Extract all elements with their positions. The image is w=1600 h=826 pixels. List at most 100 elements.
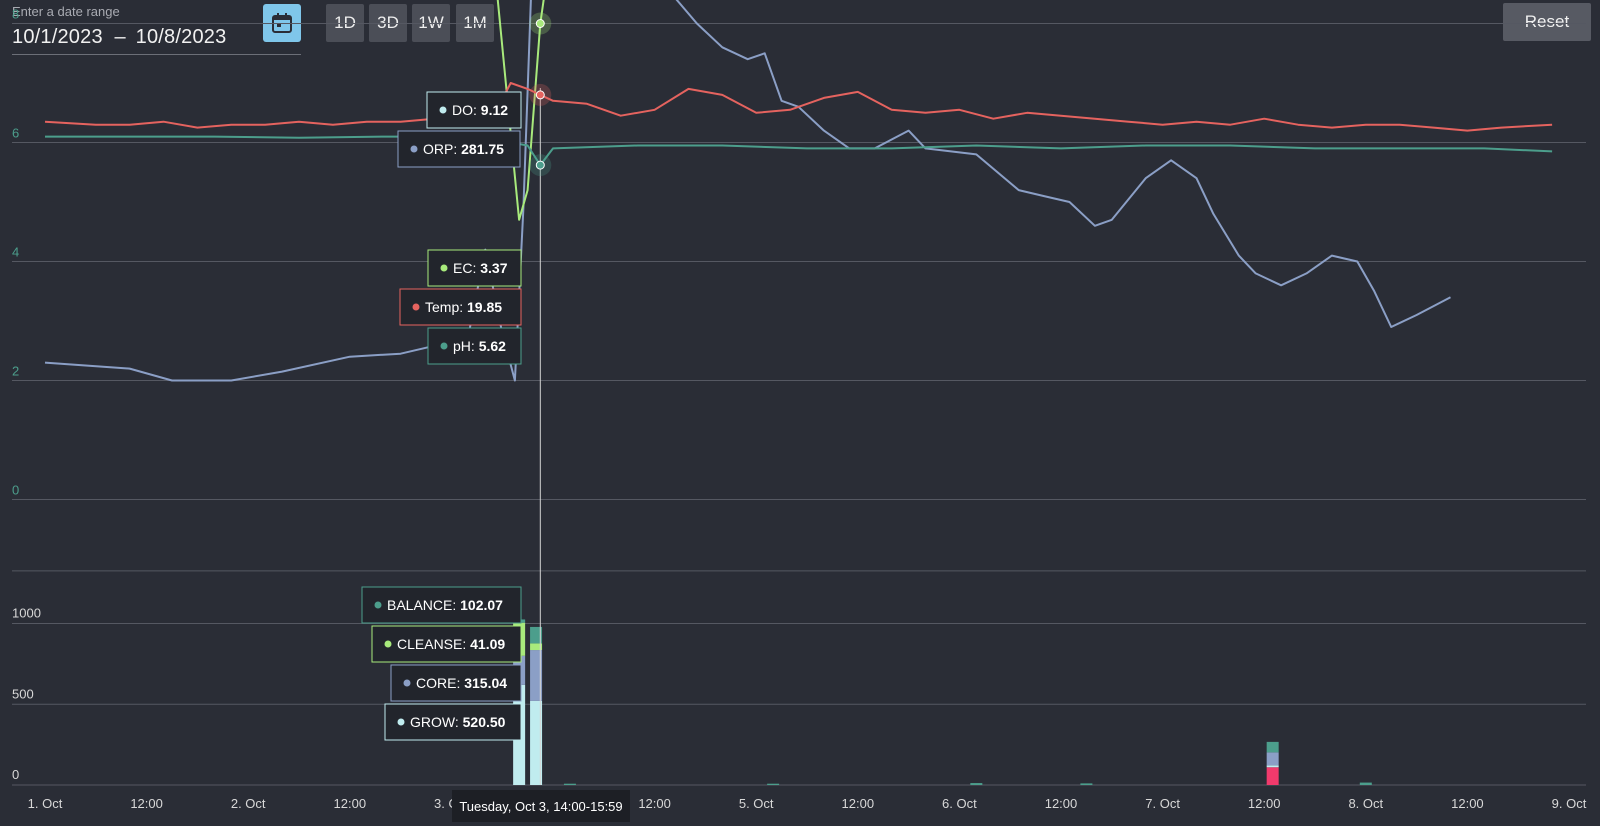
- tooltip-cleanse: CLEANSE: 41.09: [371, 625, 522, 663]
- x-tick-label: 7. Oct: [1145, 796, 1180, 811]
- bar-segment-balance: [970, 783, 983, 785]
- date-range-label: Enter a date range: [12, 4, 120, 19]
- tooltip-dot: [410, 145, 418, 153]
- x-tick-label: 12:00: [842, 796, 875, 811]
- tooltip-value: 3.37: [480, 260, 507, 276]
- tooltip-separator: :: [472, 260, 480, 276]
- tooltip-dot: [403, 679, 411, 687]
- x-tick-label: 2. Oct: [231, 796, 266, 811]
- series-line-ec: [496, 0, 545, 221]
- date-separator: –: [114, 26, 126, 48]
- x-tick-label: 12:00: [638, 796, 671, 811]
- tooltip-text: Temp: 19.85: [425, 299, 502, 315]
- tooltip-text: CORE: 315.04: [416, 675, 507, 691]
- x-tick-label: 12:00: [1248, 796, 1281, 811]
- series-line-orp: [44, 0, 1451, 382]
- tooltip-do: DO: 9.12: [426, 91, 522, 129]
- tooltip-separator: :: [471, 338, 479, 354]
- tooltip-separator: :: [453, 141, 461, 157]
- x-tick-label: 12:00: [1045, 796, 1078, 811]
- tooltip-separator: :: [455, 714, 463, 730]
- bar-segment-grow: [1266, 765, 1279, 768]
- tooltips: DO: 9.12 ORP: 281.75 EC: 3.37 Temp: 19.85 pH…: [361, 91, 630, 822]
- tooltip-value: 520.50: [463, 714, 506, 730]
- tooltip-text: pH: 5.62: [453, 338, 506, 354]
- tooltip-series-name: CLEANSE: [397, 636, 462, 652]
- tooltip-dot: [440, 264, 448, 272]
- tooltip-text: BALANCE: 102.07: [387, 597, 503, 613]
- tooltip-ec: EC: 3.37: [427, 249, 522, 287]
- tooltip-dot: [384, 640, 392, 648]
- tooltip-value: 9.12: [481, 102, 508, 118]
- tooltip-series-name: DO: [452, 102, 473, 118]
- y-tick-label: 0: [12, 483, 19, 498]
- bar-segment-balance: [530, 626, 543, 644]
- tooltip-dot: [374, 601, 382, 609]
- bar-segment-balance: [1266, 741, 1279, 753]
- tooltip-series-name: ORP: [423, 141, 453, 157]
- bar-segment-core: [1266, 752, 1279, 766]
- tooltip-grow: GROW: 520.50: [384, 703, 522, 741]
- tooltip-value: 41.09: [470, 636, 505, 652]
- bar-segment-balance: [1359, 782, 1372, 785]
- bar-segment-balance: [563, 783, 576, 785]
- bar-series-group: [513, 619, 1372, 785]
- tooltip-box: [384, 703, 522, 741]
- date-range-field[interactable]: Enter a date range 10/1/2023 – 10/8/2023: [12, 4, 301, 55]
- chart-grid: [12, 23, 1586, 786]
- date-end[interactable]: 10/8/2023: [135, 26, 227, 48]
- hover-marker-ec: [535, 19, 545, 28]
- date-range-value[interactable]: 10/1/2023 – 10/8/2023: [12, 26, 226, 49]
- x-hover-label-text: Tuesday, Oct 3, 14:00-15:59: [459, 799, 622, 814]
- y-tick-label: 6: [12, 126, 19, 141]
- y-tick-label-bar: 1000: [12, 606, 41, 621]
- tooltip-box: [371, 625, 522, 663]
- tooltip-box: [361, 586, 522, 624]
- x-tick-label: 12:00: [130, 796, 163, 811]
- tooltip-value: 102.07: [460, 597, 503, 613]
- tooltip-separator: :: [473, 102, 481, 118]
- reset-button[interactable]: Reset: [1503, 3, 1591, 41]
- tooltip-temp: Temp: 19.85: [399, 288, 522, 326]
- tooltip-separator: :: [452, 597, 460, 613]
- hover-marker-ph: [535, 160, 545, 170]
- tooltip-dot: [439, 106, 447, 114]
- tooltip-core: CORE: 315.04: [390, 664, 522, 702]
- bar-segment-balance: [1080, 783, 1093, 785]
- bar-segment-grow: [530, 700, 543, 785]
- tooltip-text: DO: 9.12: [452, 102, 508, 118]
- bar-segment-balance: [767, 783, 780, 785]
- tooltip-dot: [440, 342, 448, 350]
- tooltip-text: EC: 3.37: [453, 260, 508, 276]
- tooltip-separator: :: [456, 675, 464, 691]
- bar-segment-pink: [1266, 767, 1279, 785]
- x-tick-label: 5. Oct: [739, 796, 774, 811]
- x-tick-label: 12:00: [1451, 796, 1484, 811]
- tooltip-ph: pH: 5.62: [427, 327, 522, 365]
- tooltip-dot: [412, 303, 420, 311]
- y-tick-label: 8: [12, 7, 19, 22]
- tooltip-series-name: pH: [453, 338, 471, 354]
- x-tick-label: 1. Oct: [28, 796, 63, 811]
- tooltip-series-name: EC: [453, 260, 472, 276]
- tooltip-balance: BALANCE: 102.07: [361, 586, 522, 624]
- x-tick-label: 6. Oct: [942, 796, 977, 811]
- tooltip-separator: :: [462, 636, 470, 652]
- tooltip-text: CLEANSE: 41.09: [397, 636, 505, 652]
- series-line-temp: [44, 82, 1553, 132]
- series-line-ph: [45, 135, 1553, 167]
- tooltip-text: ORP: 281.75: [423, 141, 504, 157]
- bar-segment-cleanse: [530, 643, 543, 651]
- x-tick-label: 8. Oct: [1348, 796, 1383, 811]
- tooltip-dot: [397, 718, 405, 726]
- y-tick-label: 2: [12, 364, 19, 379]
- tooltip-box: [399, 288, 522, 326]
- tooltip-value: 281.75: [461, 141, 504, 157]
- tooltip-series-name: CORE: [416, 675, 456, 691]
- tooltip-box: [390, 664, 522, 702]
- y-tick-label-bar: 500: [12, 686, 34, 701]
- tooltip-orp: ORP: 281.75: [397, 130, 521, 168]
- date-start[interactable]: 10/1/2023: [12, 26, 103, 48]
